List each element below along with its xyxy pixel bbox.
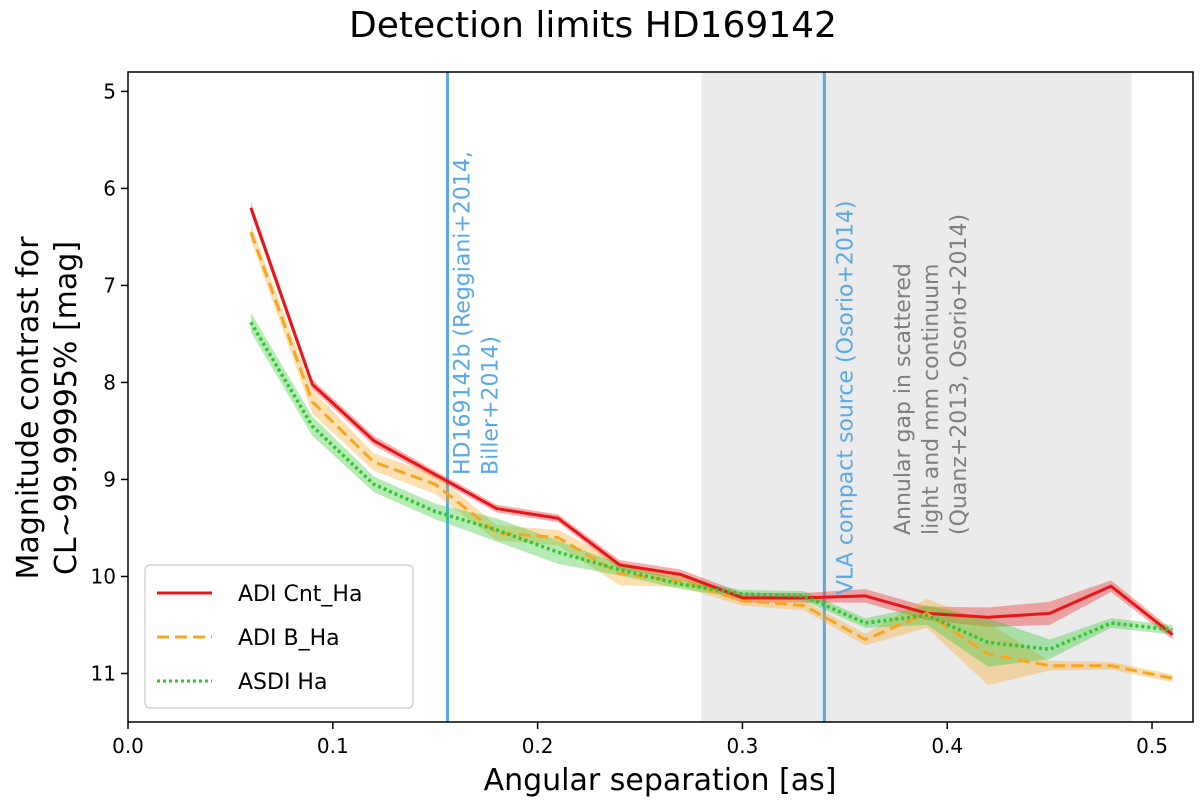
vertical-line-1-label-1: HD169142b (Reggiani+2014,	[451, 151, 476, 475]
annular-gap-label-2: light and mm continuum	[919, 264, 944, 536]
legend-label-2: ADI B_Ha	[238, 626, 340, 651]
x-tick-label-5: 0.4	[931, 734, 963, 758]
series-line-1	[249, 207, 1174, 636]
chart-title: Detection limits HD169142	[349, 5, 837, 46]
y-tick-label-1: 5	[103, 79, 116, 103]
x-tick-label-1: 0.0	[112, 734, 144, 758]
series-line-3	[249, 321, 1173, 651]
annular-gap-label-1: Annular gap in scattered	[891, 263, 916, 535]
series-band-1	[250, 202, 1173, 640]
plot-area: HD169142b (Reggiani+2014, Biller+2014) VLA…	[91, 71, 1194, 758]
series-band-2	[250, 224, 1173, 686]
vertical-line-2-label-1: VLA compact source (Osorio+2014)	[833, 201, 858, 596]
y-tick-label-4: 8	[103, 370, 116, 394]
series-band-3	[250, 312, 1173, 667]
x-tick-label-4: 0.3	[727, 734, 759, 758]
y-tick-label-6: 10	[91, 564, 116, 588]
legend-label-3: ASDI Ha	[238, 670, 327, 695]
x-tick-label-6: 0.5	[1136, 734, 1168, 758]
vertical-line-1-label-2: Biller+2014)	[479, 336, 504, 475]
y-axis-label-line1: Magnitude contrast for	[11, 236, 46, 580]
y-tick-label-3: 7	[103, 273, 116, 297]
plot-frame	[127, 71, 1194, 723]
annular-gap-region	[701, 72, 1132, 722]
x-tick-label-2: 0.1	[317, 734, 349, 758]
series-line-2	[249, 231, 1173, 680]
legend-label-1: ADI Cnt_Ha	[238, 582, 362, 607]
x-tick-label-3: 0.2	[522, 734, 554, 758]
y-tick-label-5: 9	[103, 467, 116, 491]
legend: ADI Cnt_Ha ADI B_Ha ASDI Ha	[144, 564, 414, 709]
legend-box	[144, 564, 414, 709]
y-tick-label-2: 6	[103, 176, 116, 200]
y-tick-label-7: 11	[91, 661, 116, 685]
series-group	[249, 202, 1174, 686]
annular-gap-label-3: (Quanz+2013, Osorio+2014)	[947, 214, 972, 535]
y-axis-label-line2: CL~99.99995% [mag]	[49, 241, 84, 575]
x-axis-label: Angular separation [as]	[484, 763, 837, 798]
